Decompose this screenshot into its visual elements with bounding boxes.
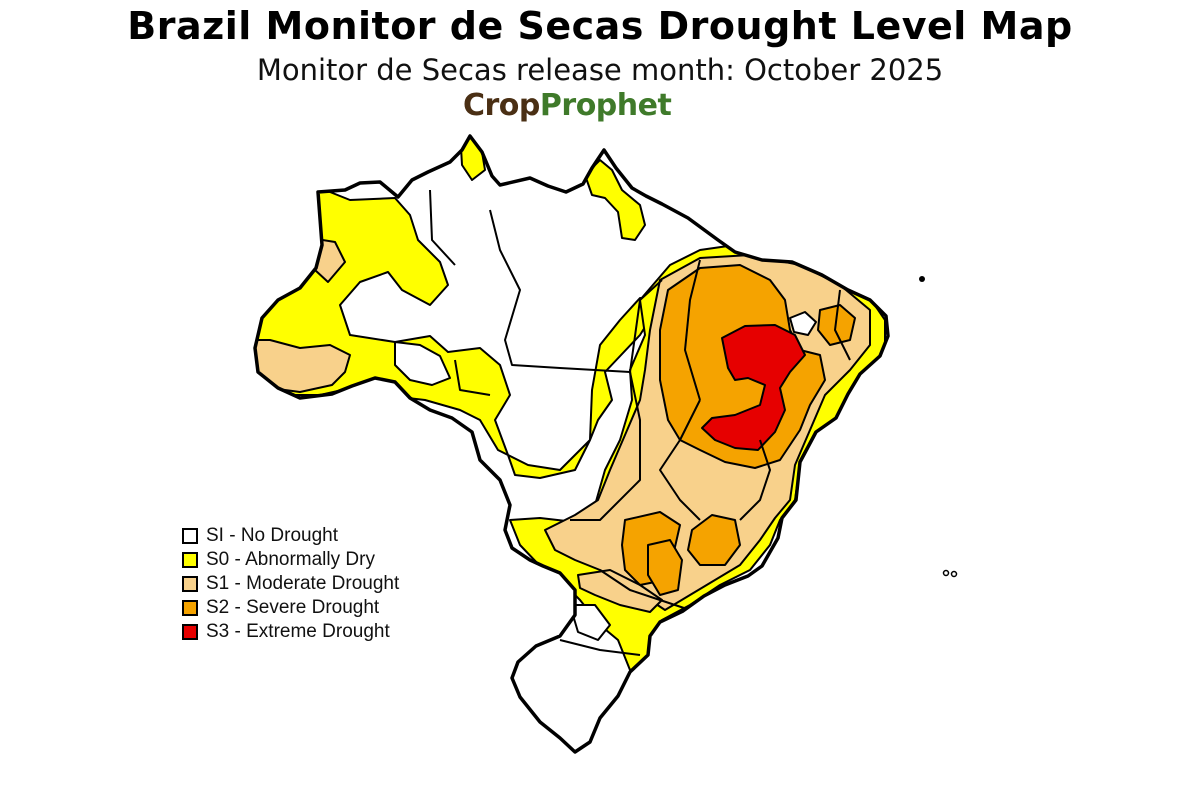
legend-label-s3: S3 - Extreme Drought (206, 621, 390, 642)
cropprophet-logo: CropProphet (463, 88, 672, 123)
si-hole-2 (569, 604, 611, 641)
s0-area-north-amapa (584, 159, 646, 241)
brazil-outline (253, 134, 890, 754)
legend-item-si: SI - No Drought (182, 524, 399, 548)
legend-label-s0: S0 - Abnormally Dry (206, 549, 375, 570)
legend-item-s0: S0 - Abnormally Dry (182, 548, 399, 572)
legend-swatch-s1 (182, 576, 198, 592)
legend-swatch-s0 (182, 552, 198, 568)
legend-swatch-si (182, 528, 198, 544)
legend-label-si: SI - No Drought (206, 525, 338, 546)
legend-item-s3: S3 - Extreme Drought (182, 620, 399, 644)
island-trindade (942, 569, 950, 577)
s2-area-saopaulo (647, 539, 683, 596)
legend: SI - No Drought S0 - Abnormally Dry S1 -… (182, 524, 399, 644)
island-fernando-de-noronha (919, 276, 925, 282)
s3-area-bahia (701, 324, 806, 451)
map-subtitle: Monitor de Secas release month: October … (256, 53, 944, 87)
legend-item-s2: S2 - Severe Drought (182, 596, 399, 620)
si-hole-3 (789, 311, 817, 336)
logo-crop-text: Crop (463, 88, 540, 123)
legend-item-s1: S1 - Moderate Drought (182, 572, 399, 596)
legend-label-s1: S1 - Moderate Drought (206, 573, 400, 594)
legend-label-s2: S2 - Severe Drought (206, 597, 380, 618)
s2-area-minas (687, 514, 741, 566)
logo-prophet-text: Prophet (539, 88, 672, 123)
s1-area-parana (577, 569, 663, 613)
island-martin-vaz (950, 570, 958, 578)
s0-area-northwest (255, 189, 663, 479)
legend-swatch-s2 (182, 600, 198, 616)
map-title: Brazil Monitor de Secas Drought Level Ma… (127, 4, 1073, 48)
si-hole-1 (394, 341, 451, 386)
legend-swatch-s3 (182, 624, 198, 640)
